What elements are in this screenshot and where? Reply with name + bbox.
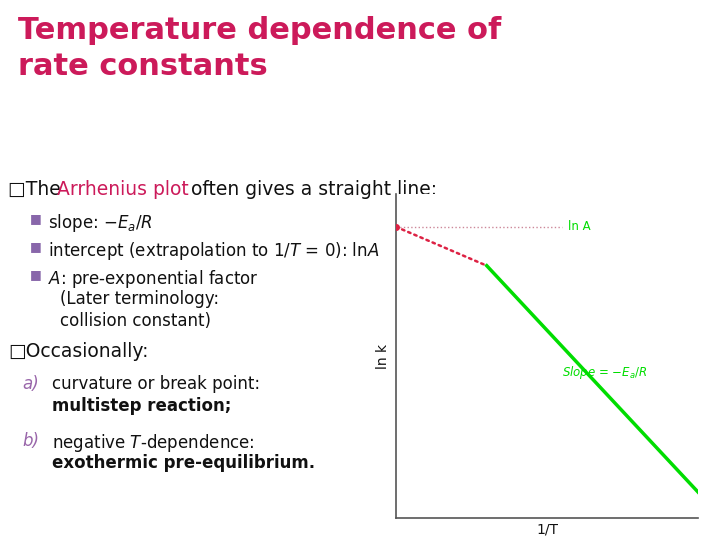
Text: often gives a straight line:: often gives a straight line: xyxy=(185,180,437,199)
Text: multistep reaction;: multistep reaction; xyxy=(52,397,231,415)
Text: Arrhenius plot: Arrhenius plot xyxy=(57,180,189,199)
Text: □Occasionally:: □Occasionally: xyxy=(8,342,148,361)
Text: slope: $-E_a/R$: slope: $-E_a/R$ xyxy=(48,212,153,234)
Text: ■: ■ xyxy=(30,268,42,281)
Text: intercept (extrapolation to 1/$T$ = 0): ln$A$: intercept (extrapolation to 1/$T$ = 0): … xyxy=(48,240,379,262)
Text: b): b) xyxy=(22,432,39,450)
Text: curvature or break point:: curvature or break point: xyxy=(52,375,260,393)
Text: ■: ■ xyxy=(30,240,42,253)
Y-axis label: ln k: ln k xyxy=(377,344,390,369)
Text: ln A: ln A xyxy=(568,220,591,233)
Text: exothermic pre-equilibrium.: exothermic pre-equilibrium. xyxy=(52,454,315,472)
Text: □The: □The xyxy=(8,180,67,199)
X-axis label: 1/T: 1/T xyxy=(536,523,558,537)
Text: $A$: pre-exponential factor: $A$: pre-exponential factor xyxy=(48,268,258,290)
Text: negative $T$-dependence:: negative $T$-dependence: xyxy=(52,432,255,454)
Text: a): a) xyxy=(22,375,39,393)
Text: ■: ■ xyxy=(30,212,42,225)
Text: Temperature dependence of
rate constants: Temperature dependence of rate constants xyxy=(18,16,501,81)
Text: collision constant): collision constant) xyxy=(60,312,211,330)
Text: (Later terminology:: (Later terminology: xyxy=(60,290,219,308)
Text: Slope = $-E_a/R$: Slope = $-E_a/R$ xyxy=(562,364,648,381)
